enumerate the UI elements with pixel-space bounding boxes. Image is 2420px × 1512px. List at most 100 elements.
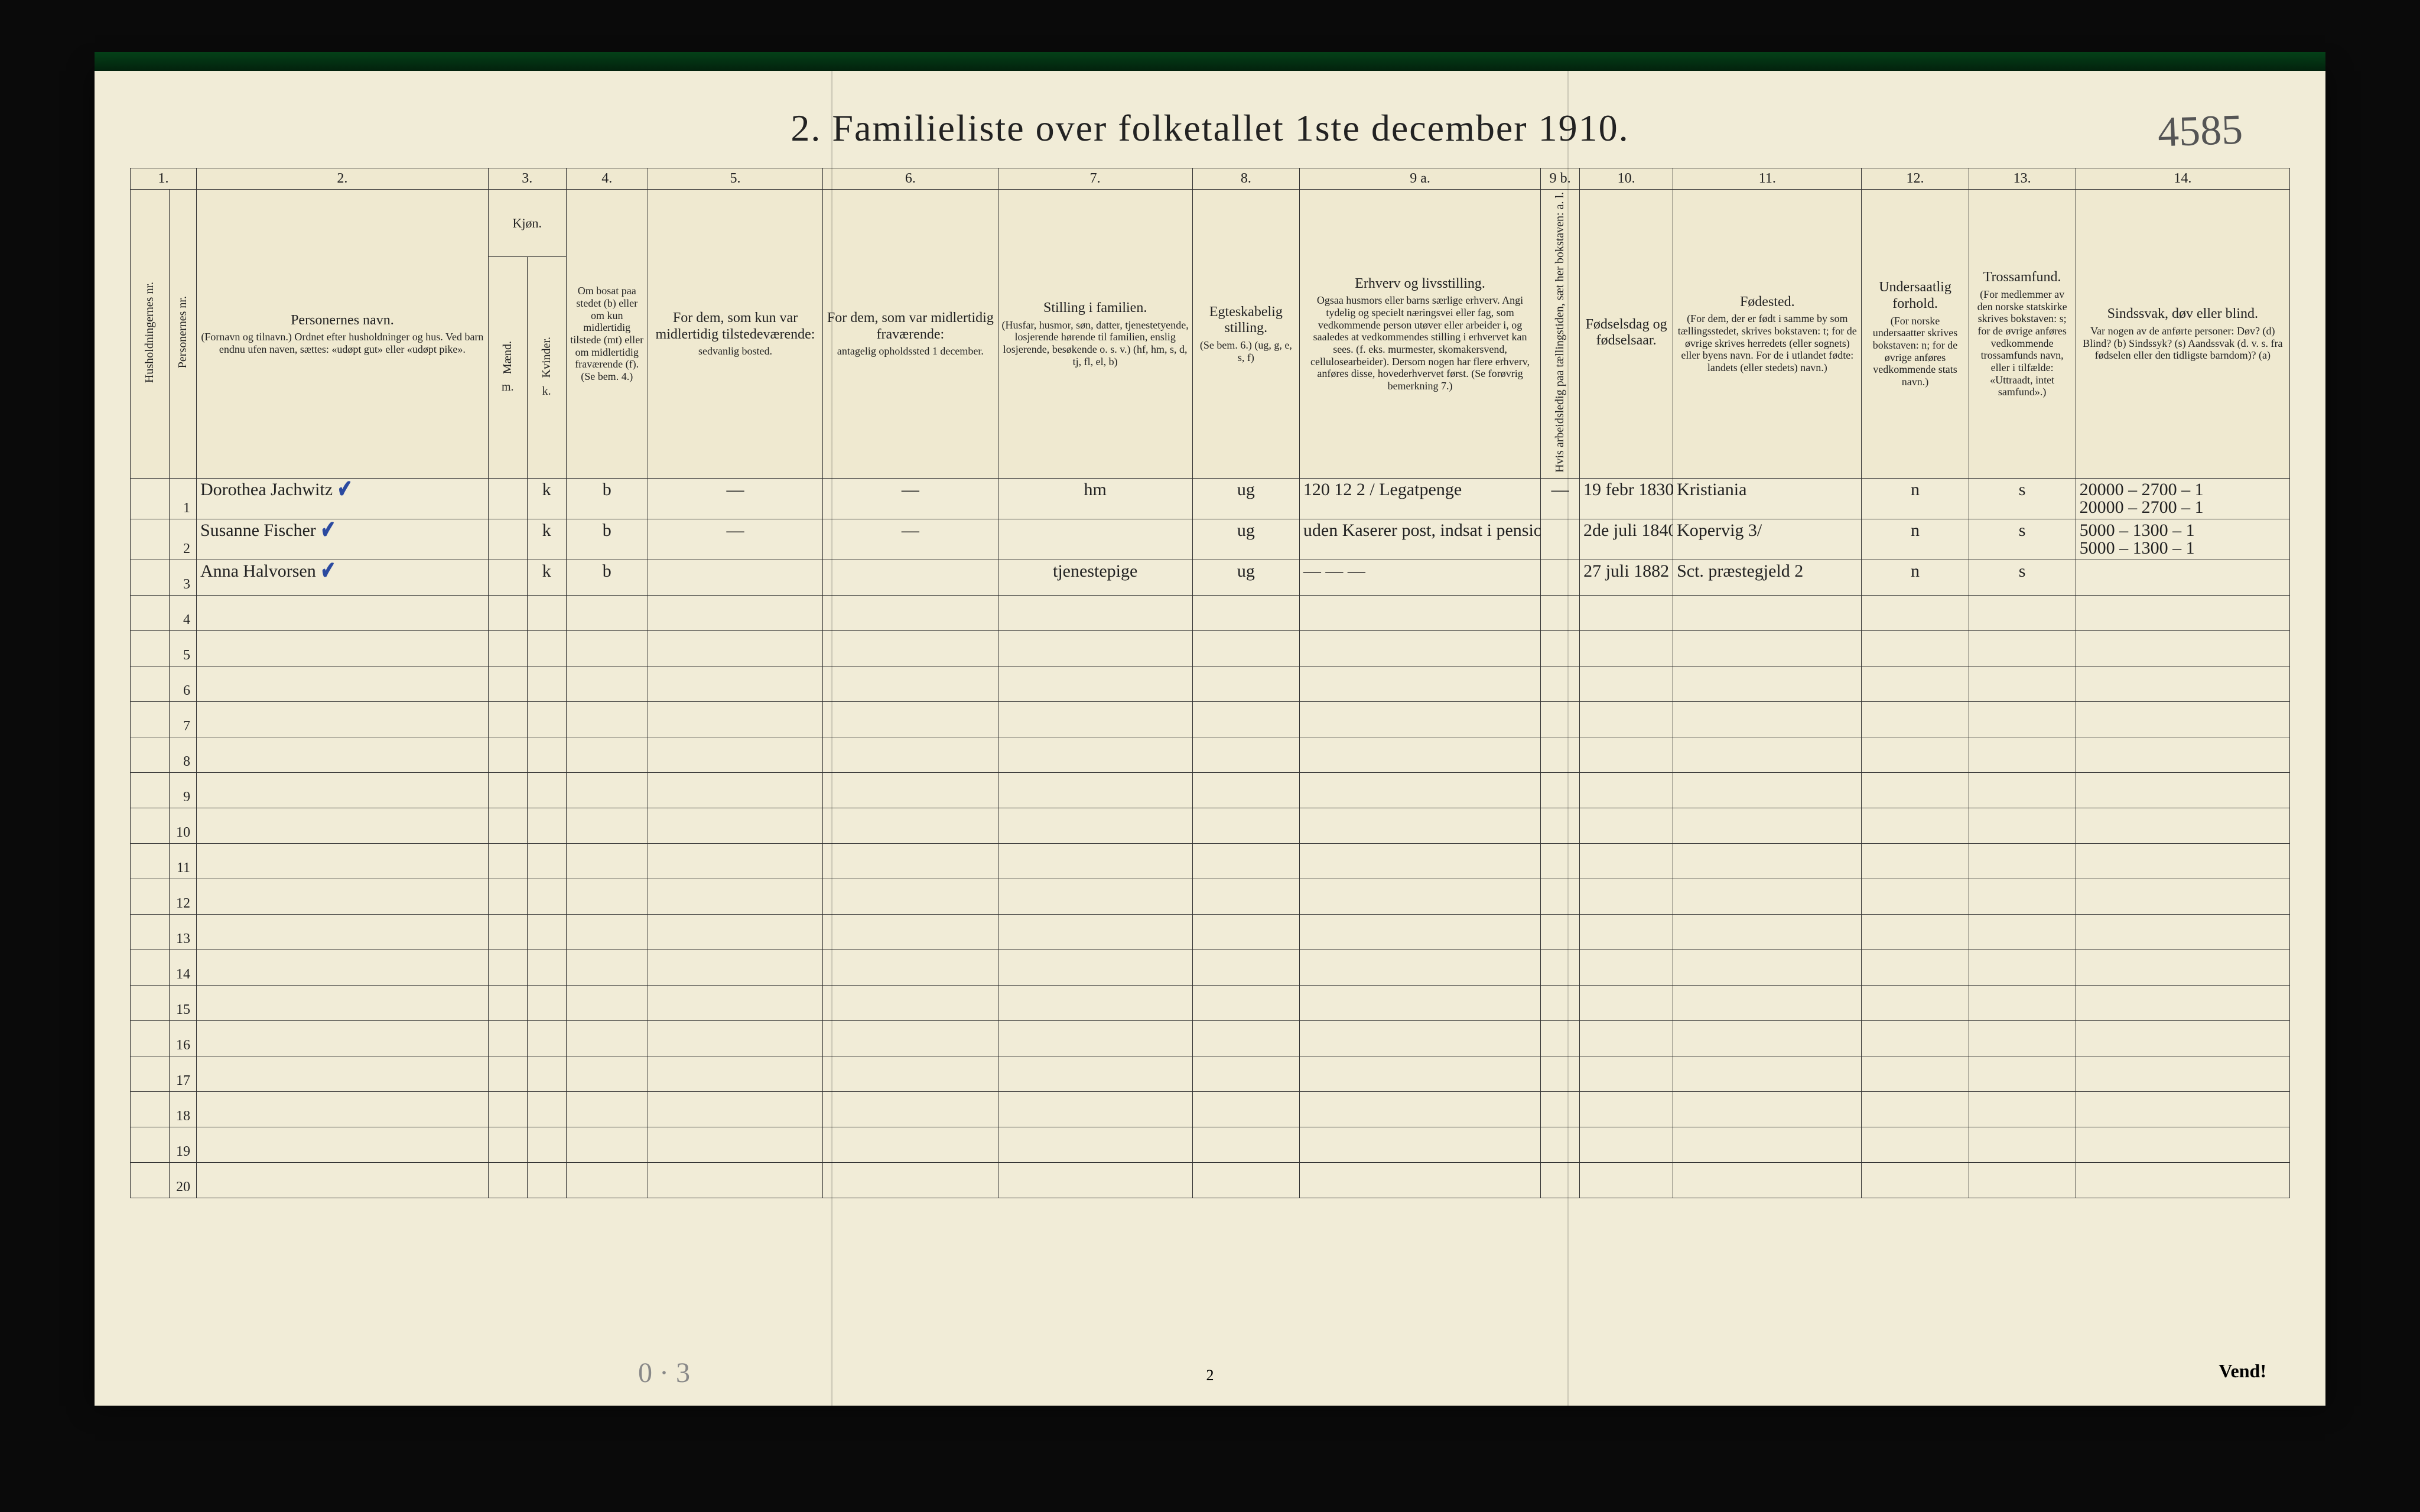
cell-empty [1673, 1092, 1862, 1127]
cell-empty [648, 1127, 822, 1163]
table-row: 14 [131, 950, 2290, 986]
cell-empty [488, 879, 527, 915]
cell-household-nr [131, 1021, 170, 1056]
cell-empty [823, 1127, 998, 1163]
check-mark-icon: ✔ [337, 479, 352, 503]
cell-empty [1969, 596, 2076, 631]
cell-empty [823, 737, 998, 773]
table-row: 16 [131, 1021, 2290, 1056]
cell-empty [196, 844, 488, 879]
cell-empty [566, 773, 648, 808]
cell-marital: ug [1192, 479, 1299, 519]
cell-empty [566, 844, 648, 879]
cell-residence: b [566, 519, 648, 560]
cell-sex-k: k [527, 479, 566, 519]
cell-empty [1541, 1056, 1580, 1092]
cell-empty [196, 808, 488, 844]
cell-empty [1299, 666, 1540, 702]
cell-empty [1580, 773, 1673, 808]
cell-empty [1541, 986, 1580, 1021]
cell-name: Susanne Fischer✔ [196, 519, 488, 560]
cell-empty [1862, 773, 1969, 808]
hdr-sex: Kjøn. [488, 190, 566, 257]
cell-empty [998, 1127, 1192, 1163]
cell-empty [196, 879, 488, 915]
cell-empty [2076, 915, 2289, 950]
hdr-religion: Trossamfund. (For medlemmer av den norsk… [1969, 190, 2076, 479]
cell-unemployed: — [1541, 479, 1580, 519]
cell-citizenship: n [1862, 560, 1969, 596]
cell-person-nr: 16 [169, 1021, 196, 1056]
cell-empty [1862, 596, 1969, 631]
cell-empty [648, 986, 822, 1021]
cell-empty [566, 950, 648, 986]
cell-household-nr [131, 879, 170, 915]
cell-person-nr: 5 [169, 631, 196, 666]
cell-empty [648, 702, 822, 737]
cell-empty [1192, 879, 1299, 915]
cell-empty [1969, 844, 2076, 879]
cell-empty [1862, 1127, 1969, 1163]
cell-empty [1192, 1163, 1299, 1198]
cell-empty [1862, 1163, 1969, 1198]
cell-household-nr [131, 1163, 170, 1198]
cell-temp-absent [823, 560, 998, 596]
cell-empty [1192, 1092, 1299, 1127]
cell-empty [1541, 879, 1580, 915]
cell-empty [488, 808, 527, 844]
cell-empty [1580, 596, 1673, 631]
cell-person-nr: 3 [169, 560, 196, 596]
table-row: 3Anna Halvorsen✔kbtjenestepigeug— — —27 … [131, 560, 2290, 596]
cell-empty [998, 1056, 1192, 1092]
cell-empty [1299, 596, 1540, 631]
cell-empty [998, 631, 1192, 666]
cell-empty [1673, 844, 1862, 879]
cell-empty [1862, 702, 1969, 737]
cell-empty [1969, 950, 2076, 986]
cell-empty [1299, 773, 1540, 808]
cell-family-position [998, 519, 1192, 560]
cell-empty [196, 1021, 488, 1056]
cell-empty [2076, 1127, 2289, 1163]
cell-sex-k: k [527, 519, 566, 560]
table-row: 12 [131, 879, 2290, 915]
cell-empty [488, 666, 527, 702]
cell-empty [2076, 879, 2289, 915]
cell-empty [527, 702, 566, 737]
cell-sex-m [488, 479, 527, 519]
cell-birthplace: Sct. præstegjeld 2 [1673, 560, 1862, 596]
cell-empty [1192, 844, 1299, 879]
cell-empty [1969, 879, 2076, 915]
cell-temp-present [648, 560, 822, 596]
cell-occupation: 120 12 2 / Legatpenge [1299, 479, 1540, 519]
cell-empty [2076, 986, 2289, 1021]
cell-empty [488, 1163, 527, 1198]
handwritten-page-number: 4585 [2157, 105, 2244, 157]
cell-disability: 5000 – 1300 – 1 5000 – 1300 – 1 [2076, 519, 2289, 560]
cell-empty [823, 808, 998, 844]
hdr-citizenship: Undersaatlig forhold. (For norske unders… [1862, 190, 1969, 479]
table-row: 13 [131, 915, 2290, 950]
cell-empty [488, 915, 527, 950]
table-row: 17 [131, 1056, 2290, 1092]
column-label-row: Husholdningernes nr. Personernes nr. Per… [131, 190, 2290, 257]
cell-empty [1969, 702, 2076, 737]
column-number-row: 1. 2. 3. 4. 5. 6. 7. 8. 9 a. 9 b. 10. 11… [131, 168, 2290, 190]
cell-empty [823, 1163, 998, 1198]
cell-empty [1969, 1127, 2076, 1163]
cell-household-nr [131, 950, 170, 986]
cell-empty [998, 808, 1192, 844]
cell-empty [648, 950, 822, 986]
cell-empty [998, 702, 1192, 737]
cell-empty [648, 879, 822, 915]
cell-empty [648, 1056, 822, 1092]
cell-person-nr: 15 [169, 986, 196, 1021]
cell-empty [2076, 631, 2289, 666]
cell-person-nr: 20 [169, 1163, 196, 1198]
cell-birthplace: Kristiania [1673, 479, 1862, 519]
cell-empty [566, 808, 648, 844]
cell-empty [566, 986, 648, 1021]
table-row: 10 [131, 808, 2290, 844]
cell-empty [566, 1056, 648, 1092]
cell-empty [1541, 773, 1580, 808]
